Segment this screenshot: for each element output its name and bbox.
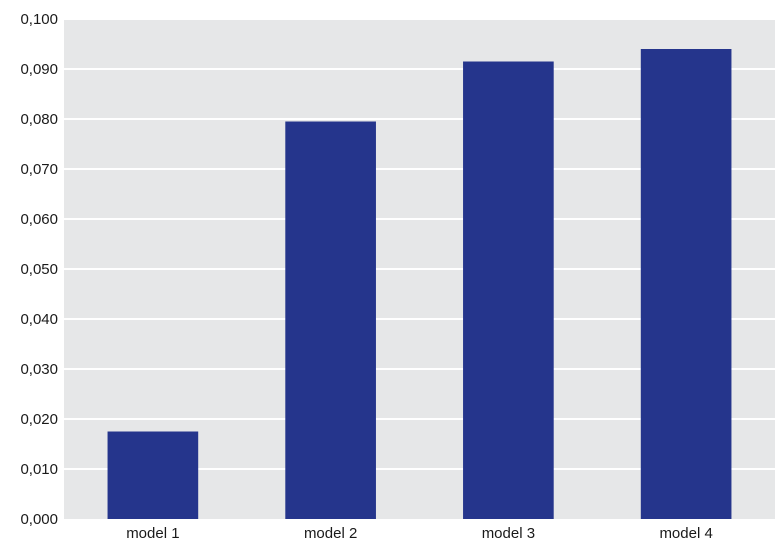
y-tick-label: 0,040 xyxy=(20,311,58,328)
y-tick-label: 0,010 xyxy=(20,461,58,478)
y-tick-label: 0,060 xyxy=(20,211,58,228)
bars xyxy=(107,49,732,519)
x-axis-category-labels: model 1 model 2 model 3 model 4 xyxy=(126,525,713,542)
bar-model-2 xyxy=(285,121,376,519)
bar-model-4 xyxy=(640,49,732,519)
x-category-label: model 2 xyxy=(304,525,357,542)
y-tick-label: 0,000 xyxy=(20,511,58,528)
x-category-label: model 1 xyxy=(126,525,179,542)
y-tick-label: 0,030 xyxy=(20,361,58,378)
bar-model-3 xyxy=(463,61,554,519)
y-tick-label: 0,090 xyxy=(20,61,58,78)
bar-model-1 xyxy=(107,431,199,519)
y-tick-label: 0,020 xyxy=(20,411,58,428)
y-tick-label: 0,050 xyxy=(20,261,58,278)
y-tick-label: 0,080 xyxy=(20,111,58,128)
y-axis-tick-labels: 0,000 0,010 0,020 0,030 0,040 0,050 0,060 0,070… xyxy=(20,11,58,528)
x-category-label: model 3 xyxy=(482,525,535,542)
y-tick-label: 0,100 xyxy=(20,11,58,28)
x-category-label: model 4 xyxy=(659,525,712,542)
y-tick-label: 0,070 xyxy=(20,161,58,178)
